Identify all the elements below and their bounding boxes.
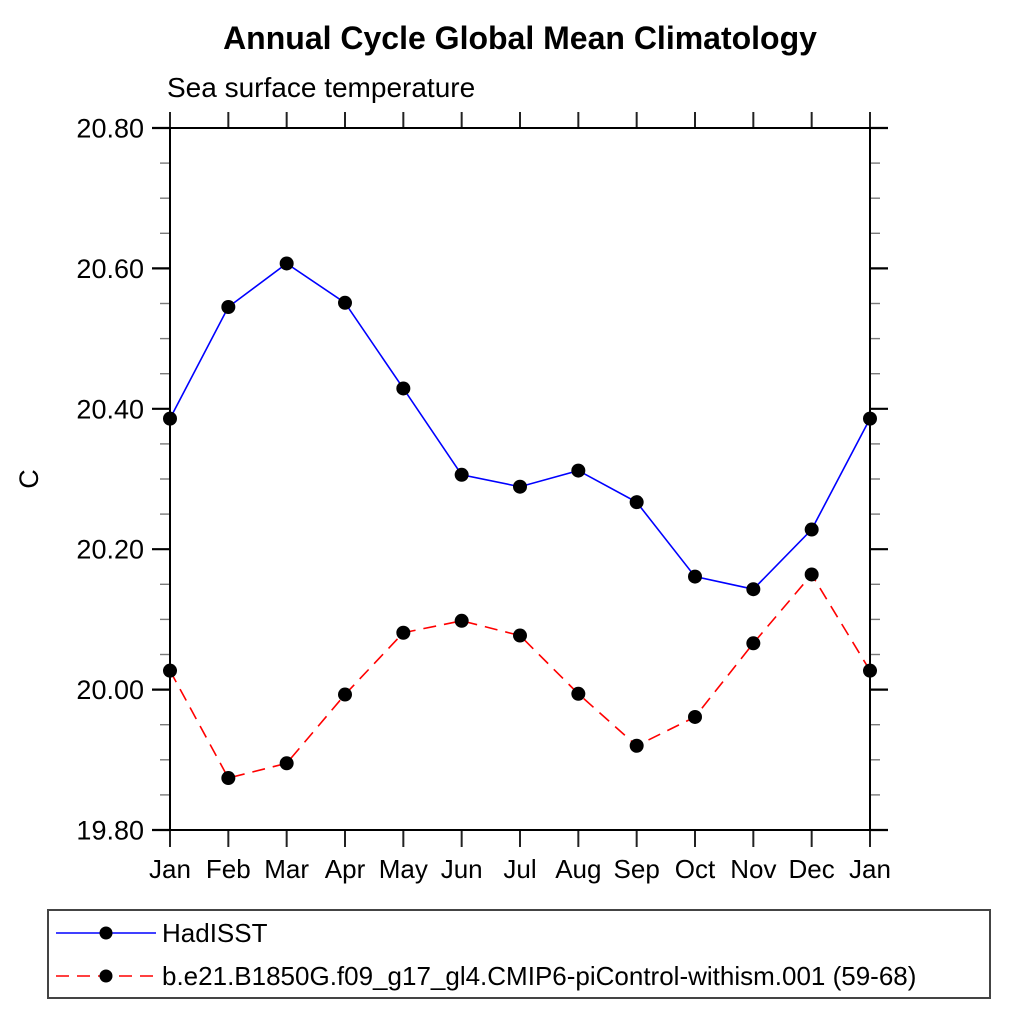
- y-tick-label: 20.00: [76, 675, 144, 705]
- hadisst-key-sample: [56, 926, 156, 939]
- legend-box: HadISST b.e21.B1850G.f09_g17_gl4.CMIP6-p…: [47, 909, 991, 999]
- legend-label-hadisst: HadISST: [162, 917, 268, 948]
- hadisst-data-point: [221, 300, 236, 315]
- y-tick-label: 20.20: [76, 535, 144, 565]
- hadisst-data-point: [279, 256, 294, 271]
- y-axis-title: C: [14, 469, 44, 489]
- x-tick-label: Apr: [325, 854, 366, 884]
- hadisst-data-point: [513, 479, 527, 494]
- model-data-point: [338, 687, 352, 702]
- model-data-point: [629, 738, 644, 753]
- model-data-point: [163, 663, 177, 678]
- legend-item-model: b.e21.B1850G.f09_g17_gl4.CMIP6-piControl…: [53, 954, 989, 997]
- x-tick-label: Jun: [441, 854, 483, 884]
- x-tick-label: Mar: [264, 854, 309, 884]
- x-tick-label: Jan: [149, 854, 191, 884]
- model-data-point: [688, 709, 702, 724]
- hadisst-data-point: [163, 411, 177, 426]
- y-tick-label: 20.40: [76, 394, 144, 424]
- y-tick-label: 20.60: [76, 254, 144, 284]
- hadisst-data-point: [454, 467, 469, 482]
- model-data-point: [804, 567, 819, 582]
- model-line: [169, 573, 871, 779]
- model-data-point: [279, 756, 294, 771]
- x-tick-label: Sep: [614, 854, 660, 884]
- hadisst-data-point: [804, 522, 819, 537]
- legend-item-hadisst: HadISST: [53, 911, 989, 954]
- hadisst-data-point: [688, 569, 702, 584]
- hadisst-data-point: [629, 495, 644, 510]
- x-tick-label: Jan: [849, 854, 891, 884]
- x-tick-label: May: [379, 854, 428, 884]
- model-data-point: [571, 686, 586, 701]
- legend-label-model: b.e21.B1850G.f09_g17_gl4.CMIP6-piControl…: [162, 960, 917, 991]
- model-marker-sample: [99, 969, 113, 982]
- model-data-point: [513, 628, 527, 643]
- hadisst-data-point: [863, 411, 877, 426]
- hadisst-line: [169, 262, 871, 591]
- y-tick-label: 20.80: [76, 113, 144, 143]
- hadisst-data-point: [338, 295, 352, 310]
- plot-area: 19.80 20.00 20.20 20.40 20.60 20.80 Jan Feb Mar A…: [14, 112, 891, 884]
- x-tick-label: Aug: [555, 854, 601, 884]
- model-data-point: [746, 636, 761, 651]
- model-data-point: [863, 663, 877, 678]
- hadisst-data-point: [571, 463, 586, 478]
- y-tick-label: 19.80: [76, 815, 144, 845]
- plot-frame: [169, 127, 871, 831]
- model-data-point: [221, 771, 236, 786]
- hadisst-marker-sample: [99, 926, 113, 939]
- model-data-point: [454, 613, 469, 628]
- model-data-point: [396, 625, 411, 640]
- hadisst-data-point: [396, 381, 411, 396]
- model-key-sample: [56, 969, 156, 982]
- x-tick-label: Feb: [206, 854, 251, 884]
- x-tick-label: Nov: [730, 854, 776, 884]
- chart-subtitle: Sea surface temperature: [167, 72, 476, 103]
- chart-title: Annual Cycle Global Mean Climatology: [223, 20, 817, 56]
- x-tick-label: Jul: [503, 854, 536, 884]
- x-tick-label: Dec: [789, 854, 835, 884]
- x-tick-label: Oct: [675, 854, 716, 884]
- hadisst-data-point: [746, 582, 761, 597]
